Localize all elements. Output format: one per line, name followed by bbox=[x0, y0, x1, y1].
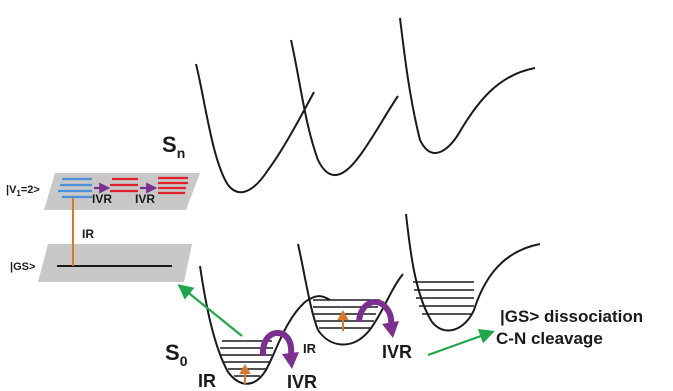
s0-well-3-levels bbox=[413, 281, 474, 315]
label-ivr-main-2: IVR bbox=[382, 342, 412, 362]
label-ivr-box-1: IVR bbox=[92, 192, 112, 206]
label-v1: |V1=2> bbox=[6, 184, 40, 198]
label-dissociation: |GS> dissociation bbox=[500, 307, 643, 326]
label-ir-mid: IR bbox=[303, 341, 317, 356]
vibrational-excited-plane bbox=[44, 173, 200, 210]
ivr-curved-arrows bbox=[259, 299, 399, 369]
label-ivr-main-1: IVR bbox=[287, 372, 317, 391]
sn-potential-curves bbox=[195, 17, 536, 194]
blue-levels bbox=[58, 177, 92, 199]
s0-potential-curves bbox=[199, 213, 541, 385]
sn-curve-2 bbox=[290, 39, 399, 177]
sn-curve-1 bbox=[195, 63, 315, 194]
sn-curve-3 bbox=[399, 17, 536, 154]
ivr-curved-arrow-1 bbox=[259, 330, 295, 357]
label-gs: |GS> bbox=[10, 261, 35, 273]
label-ir-main: IR bbox=[198, 371, 216, 391]
green-arrow-to-dissociation bbox=[427, 328, 495, 357]
label-cleavage: C-N cleavage bbox=[496, 329, 603, 348]
ivr-curved-arrow-2 bbox=[356, 299, 395, 327]
red-levels-1 bbox=[110, 177, 138, 193]
green-arrow-to-plane bbox=[177, 284, 243, 337]
red-levels-2 bbox=[158, 176, 188, 195]
label-s0: S0 bbox=[165, 340, 188, 369]
ground-state-plane bbox=[38, 244, 192, 282]
label-sn: Sn bbox=[162, 132, 185, 161]
s0-curve-1 bbox=[199, 265, 331, 385]
s0-curve-3 bbox=[405, 213, 541, 332]
ir-excitation-arrows bbox=[239, 309, 349, 384]
label-ivr-box-2: IVR bbox=[135, 192, 155, 206]
label-ir-box: IR bbox=[82, 227, 94, 241]
